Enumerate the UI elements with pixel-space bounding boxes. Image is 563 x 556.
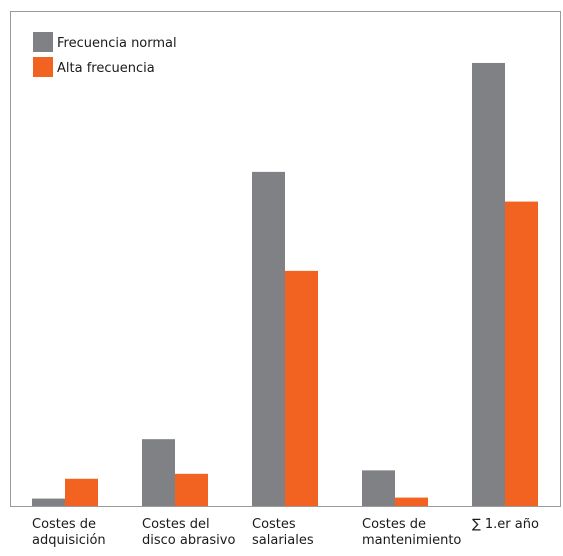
x-tick-label-2: Costes salariales	[252, 517, 314, 548]
x-tick-label-line: Costes de	[362, 517, 426, 532]
x-tick-label-line: Costes del	[142, 517, 210, 532]
x-tick-label-line: mantenimiento	[362, 533, 461, 548]
legend-label-frecuencia-normal: Frecuencia normal	[57, 36, 177, 51]
bar-alta-frecuencia-2	[285, 270, 318, 506]
legend-label-alta-frecuencia: Alta frecuencia	[57, 61, 155, 76]
x-tick-label-1: Costes del disco abrasivo	[142, 517, 235, 548]
x-tick-label-line: salariales	[252, 533, 314, 548]
x-tick-label-line: ∑ 1.er año	[472, 517, 539, 532]
x-tick-label-0: Costes de adquisición	[32, 517, 106, 548]
legend-swatch-frecuencia-normal	[33, 32, 53, 52]
bar-alta-frecuencia-0	[65, 478, 98, 506]
plot-frame	[10, 11, 561, 507]
bar-frecuencia-normal-0	[32, 498, 65, 506]
x-tick-label-4: ∑ 1.er año	[472, 517, 539, 532]
bar-frecuencia-normal-3	[362, 470, 395, 506]
x-tick-label-line: Costes de	[32, 517, 96, 532]
bar-frecuencia-normal-4	[472, 62, 505, 506]
bar-frecuencia-normal-2	[252, 171, 285, 506]
x-tick-label-line: adquisición	[32, 533, 106, 548]
legend-swatch-alta-frecuencia	[33, 57, 53, 77]
bar-alta-frecuencia-4	[505, 201, 538, 506]
bar-alta-frecuencia-1	[175, 473, 208, 506]
x-tick-label-3: Costes de mantenimiento	[362, 517, 461, 548]
x-tick-label-line: disco abrasivo	[142, 533, 235, 548]
bar-frecuencia-normal-1	[142, 439, 175, 506]
bars	[32, 62, 538, 506]
bar-alta-frecuencia-3	[395, 497, 428, 506]
legend: Frecuencia normal Alta frecuencia	[33, 32, 177, 77]
x-tick-label-line: Costes	[252, 517, 296, 532]
